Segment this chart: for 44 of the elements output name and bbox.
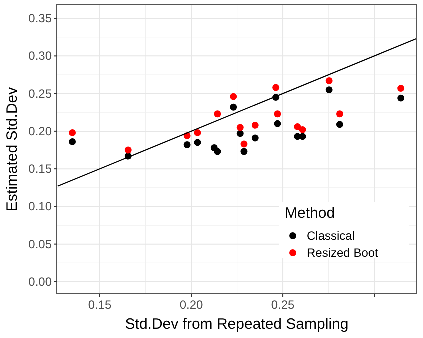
x-tick-label: 0.20 [180, 298, 204, 312]
y-tick-label: 0.05 [28, 237, 52, 252]
y-tick-label: 0.35 [28, 12, 52, 26]
y-tick-label: 0.20 [28, 124, 52, 138]
point [336, 110, 344, 118]
point [274, 110, 282, 118]
point [230, 104, 238, 111]
point [299, 133, 306, 140]
x-tick-label: 0.25 [271, 298, 296, 312]
y-tick-label: 0.00 [28, 274, 52, 289]
point [398, 85, 405, 92]
x-tick-label: 0.15 [88, 298, 112, 312]
legend-title: Method [285, 205, 336, 222]
point [69, 138, 76, 146]
point [326, 78, 333, 84]
y-axis-title: Estimated Std.Dev [4, 86, 21, 212]
legend-label: Resized Boot [307, 246, 380, 260]
point [214, 110, 222, 118]
point [326, 86, 333, 94]
point [274, 120, 282, 128]
point [272, 84, 280, 92]
point [336, 121, 344, 128]
point [240, 148, 248, 156]
y-tick-label: 0.25 [28, 86, 52, 101]
point [194, 139, 202, 146]
point [230, 93, 238, 100]
point [252, 134, 259, 142]
point [236, 124, 244, 132]
x-axis-title: Std.Dev from Repeated Sampling [125, 316, 349, 333]
y-tick-label: 0.15 [28, 162, 52, 176]
point [184, 142, 191, 148]
point [299, 126, 306, 134]
point [236, 130, 244, 138]
point [398, 94, 405, 102]
point [214, 148, 222, 156]
y-tick-label: 0.30 [28, 49, 52, 64]
point [124, 146, 132, 154]
point [194, 129, 202, 136]
legend-label: Classical [307, 229, 356, 243]
point [240, 140, 248, 148]
y-tick-label: 0.10 [28, 200, 52, 214]
point [294, 123, 302, 130]
point [252, 122, 259, 129]
point [69, 129, 76, 136]
